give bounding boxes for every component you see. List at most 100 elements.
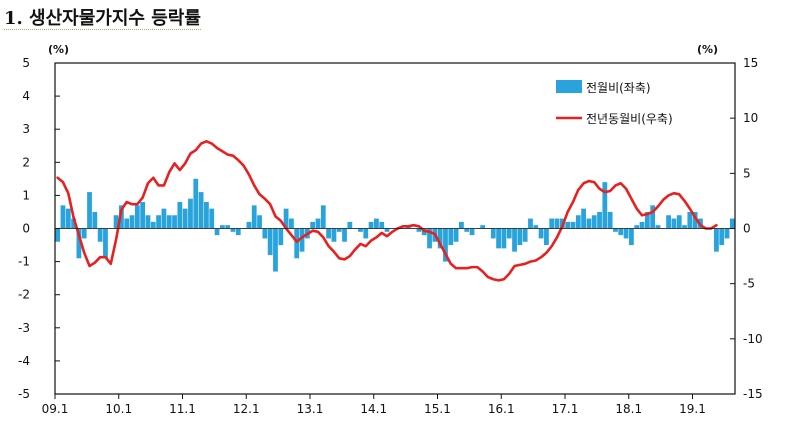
bar xyxy=(315,218,321,229)
x-tick-label: 17.1 xyxy=(552,402,579,416)
bar xyxy=(299,228,305,252)
right-tick-label: 10 xyxy=(743,111,758,125)
left-tick-label: -1 xyxy=(18,255,30,269)
bar xyxy=(602,182,608,229)
bar xyxy=(145,215,151,229)
bar xyxy=(607,211,613,229)
bar xyxy=(437,228,443,249)
x-tick-label: 11.1 xyxy=(169,402,196,416)
bar xyxy=(427,228,432,249)
bar xyxy=(336,228,342,232)
bar xyxy=(294,228,300,259)
bar xyxy=(113,215,119,229)
bar xyxy=(512,228,517,252)
right-tick-label: 15 xyxy=(743,56,758,70)
bar xyxy=(671,218,677,229)
bar xyxy=(517,228,523,246)
bar xyxy=(278,228,284,246)
bar xyxy=(140,202,146,229)
bar xyxy=(76,228,82,259)
right-tick-label: 0 xyxy=(743,222,751,236)
bar xyxy=(65,208,71,229)
bar xyxy=(597,211,602,229)
bar xyxy=(273,228,278,272)
left-tick-label: -4 xyxy=(18,354,30,368)
bar xyxy=(528,218,533,229)
left-tick-label: 5 xyxy=(22,56,30,70)
bar xyxy=(724,228,730,239)
bar xyxy=(55,228,61,242)
bar xyxy=(204,202,209,229)
bar xyxy=(342,228,347,242)
bar xyxy=(549,218,555,229)
bar xyxy=(634,225,640,229)
bar xyxy=(134,205,140,229)
bar xyxy=(87,192,92,229)
line-series-layer xyxy=(56,140,718,282)
bar xyxy=(448,228,454,246)
line-series xyxy=(56,140,718,282)
bar xyxy=(443,228,448,262)
bar xyxy=(575,215,581,229)
bar xyxy=(289,218,294,229)
bar xyxy=(453,228,459,242)
bar xyxy=(129,215,135,229)
x-axis: 09.1 10.1 11.1 12.1 13.1 14.1 15.1 16.1 17.1 18.1… xyxy=(42,394,706,416)
bar xyxy=(522,228,528,242)
bar xyxy=(538,228,544,239)
bar xyxy=(682,225,687,229)
bar xyxy=(331,228,337,242)
bar xyxy=(368,221,374,229)
bar xyxy=(71,218,76,229)
legend-line-label: 전년동월비(우축) xyxy=(586,112,673,126)
x-tick-label: 18.1 xyxy=(615,402,642,416)
bar xyxy=(310,221,316,229)
x-tick-label: 10.1 xyxy=(105,402,132,416)
bar xyxy=(198,192,204,229)
bar xyxy=(225,225,231,229)
bar xyxy=(161,208,167,229)
bar xyxy=(501,228,507,249)
bar xyxy=(506,228,512,239)
bar xyxy=(687,211,693,229)
x-tick-label: 15.1 xyxy=(424,402,451,416)
left-tick-label: 4 xyxy=(22,89,30,103)
left-tick-label: -3 xyxy=(18,321,30,335)
bar xyxy=(533,225,539,229)
legend-bar-swatch xyxy=(556,80,582,93)
bar xyxy=(214,228,220,236)
right-tick-label: -5 xyxy=(743,277,755,291)
bar xyxy=(188,198,193,229)
bar xyxy=(230,228,236,232)
bar xyxy=(490,228,496,239)
bar xyxy=(81,228,87,239)
bar xyxy=(464,228,470,232)
bar xyxy=(60,205,66,229)
right-axis: 15 10 5 0 -5 -10 -15 xyxy=(730,56,763,401)
bar xyxy=(257,215,262,229)
bar xyxy=(650,205,656,229)
bar xyxy=(97,228,103,242)
bar xyxy=(347,221,353,229)
bar xyxy=(374,218,379,229)
bar xyxy=(172,215,177,229)
bar xyxy=(666,215,671,229)
chart-title-text: 1. 생산자물가지수 등락률 xyxy=(4,8,201,30)
bar-series-layer xyxy=(55,178,735,272)
x-tick-label: 09.1 xyxy=(42,402,69,416)
bar xyxy=(156,215,161,229)
right-tick-label: 5 xyxy=(743,166,751,180)
x-tick-label: 13.1 xyxy=(297,402,324,416)
bar xyxy=(655,225,661,229)
bar xyxy=(692,211,698,229)
left-axis-unit: (%) xyxy=(48,43,69,56)
left-tick-label: 0 xyxy=(22,222,30,236)
left-axis: 5 4 3 2 1 0 -1 -2 -3 -4 -5 xyxy=(18,56,60,401)
bar xyxy=(719,228,725,246)
left-tick-label: 3 xyxy=(22,122,30,136)
bar xyxy=(629,228,634,246)
right-axis-unit: (%) xyxy=(697,43,718,56)
bar xyxy=(326,228,331,239)
bar xyxy=(570,221,576,229)
